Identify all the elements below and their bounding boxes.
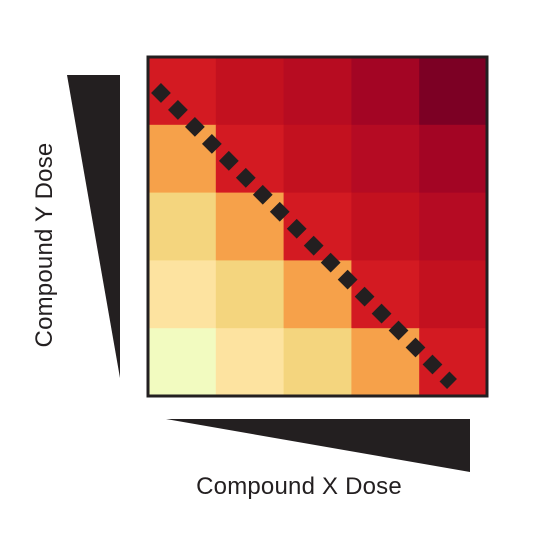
heatmap-cell-r4-c3 bbox=[351, 328, 420, 397]
heatmap-cell-r0-c3 bbox=[351, 57, 420, 126]
heatmap-cell-r4-c0 bbox=[148, 328, 217, 397]
heatmap-cell-r2-c0 bbox=[148, 192, 217, 261]
heatmap-grid bbox=[148, 57, 488, 397]
heatmap-cell-r0-c4 bbox=[419, 57, 488, 126]
heatmap-cell-r1-c3 bbox=[351, 124, 420, 194]
x-axis-label: Compound X Dose bbox=[196, 473, 402, 500]
y-axis-label: Compound Y Dose bbox=[31, 142, 58, 348]
y-dose-wedge bbox=[67, 75, 120, 378]
heatmap-cell-r3-c4 bbox=[419, 260, 488, 329]
heatmap-cell-r1-c4 bbox=[419, 124, 488, 194]
heatmap-cell-r3-c2 bbox=[283, 260, 352, 329]
heatmap-cell-r2-c1 bbox=[215, 192, 285, 261]
heatmap-cell-r2-c3 bbox=[351, 192, 420, 261]
heatmap-cell-r0-c2 bbox=[283, 57, 352, 126]
heatmap-cell-r4-c2 bbox=[283, 328, 352, 397]
heatmap-cell-r4-c1 bbox=[215, 328, 285, 397]
heatmap-cell-r3-c0 bbox=[148, 260, 217, 329]
dashed-diagonal-line bbox=[151, 83, 457, 389]
heatmap-cell-r1-c0 bbox=[148, 124, 217, 194]
x-dose-wedge bbox=[166, 419, 470, 472]
heatmap-border bbox=[146, 55, 489, 398]
heatmap-cell-r3-c1 bbox=[215, 260, 285, 329]
heatmap-cell-r2-c4 bbox=[419, 192, 488, 261]
heatmap-cell-r1-c2 bbox=[283, 124, 352, 194]
heatmap-cell-r0-c1 bbox=[215, 57, 285, 126]
